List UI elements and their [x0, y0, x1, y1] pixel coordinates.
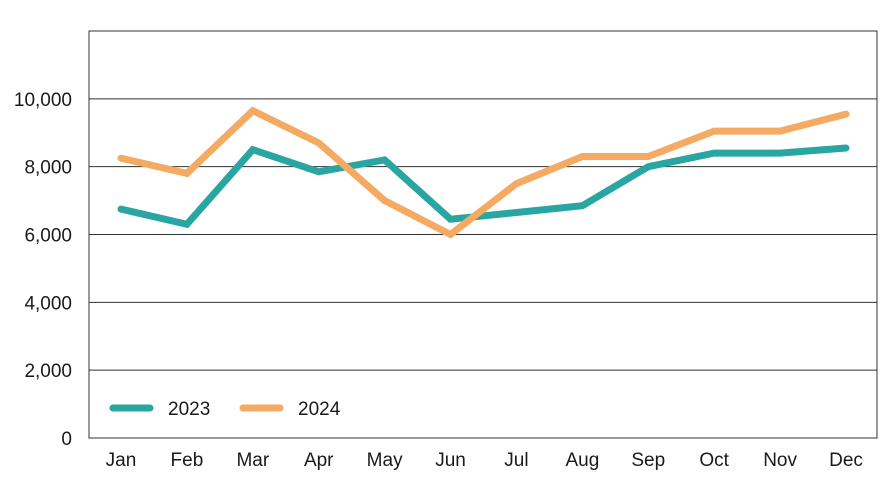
legend: 2023 2024 [109, 399, 341, 420]
y-tick-label: 10,000 [14, 90, 72, 111]
y-axis-ticks: 0 2,000 4,000 6,000 8,000 10,000 [14, 90, 72, 450]
legend-item: 2023 [109, 399, 210, 420]
plot-frame [88, 30, 878, 439]
y-tick-label: 6,000 [24, 226, 72, 247]
y-tick-label: 2,000 [24, 361, 72, 382]
x-tick-label: Oct [699, 450, 729, 471]
x-tick-label: Dec [829, 450, 863, 471]
x-tick-label: Apr [304, 450, 334, 471]
x-tick-label: Jun [435, 450, 466, 471]
x-tick-label: Mar [236, 450, 269, 471]
x-tick-label: May [367, 450, 403, 471]
x-axis-ticks: Jan Feb Mar Apr May Jun Jul Aug Sep Oct Nov Dec [106, 450, 863, 471]
x-tick-label: Sep [631, 450, 665, 471]
y-tick-label: 4,000 [24, 293, 72, 314]
x-tick-label: Jan [106, 450, 137, 471]
series-line-2023 [117, 144, 850, 229]
legend-item: 2024 [239, 399, 341, 420]
legend-label: 2023 [168, 399, 210, 420]
series-lines [117, 106, 850, 239]
x-tick-label: Feb [171, 450, 204, 471]
legend-label: 2024 [298, 399, 341, 420]
grid-lines [89, 98, 877, 371]
y-tick-label: 0 [61, 429, 72, 450]
y-tick-label: 8,000 [24, 158, 72, 179]
x-tick-label: Jul [504, 450, 528, 471]
x-tick-label: Aug [565, 450, 599, 471]
x-tick-label: Nov [763, 450, 797, 471]
series-line-2024 [117, 106, 850, 239]
